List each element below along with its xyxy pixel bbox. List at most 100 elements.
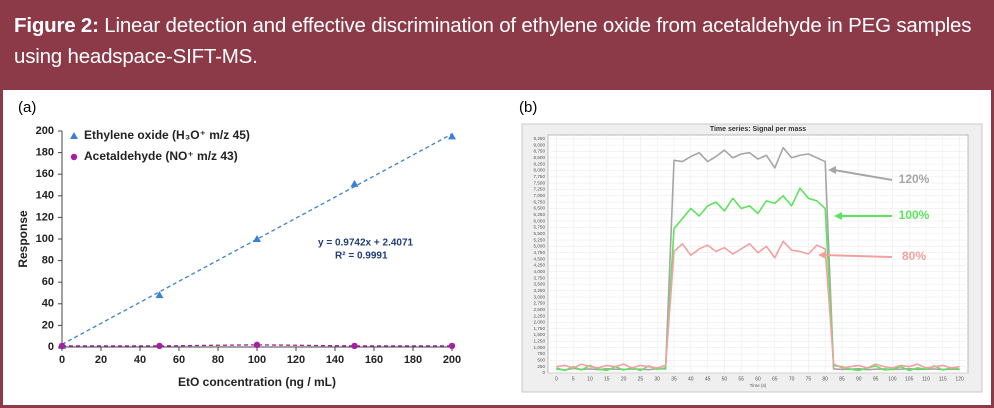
chart-title: Time series: Signal per mass bbox=[710, 126, 806, 133]
y-tick-label: 9,000 bbox=[534, 142, 546, 147]
figure-header: Figure 2: Linear detection and effective… bbox=[0, 0, 994, 90]
y-tick-label: 180 bbox=[36, 147, 54, 159]
x-tick-label: 110 bbox=[922, 376, 930, 382]
y-tick-label: 2,000 bbox=[534, 320, 546, 325]
data-point bbox=[253, 235, 261, 242]
series-label: 80% bbox=[902, 249, 926, 263]
y-tick-label: 140 bbox=[36, 190, 54, 202]
label-arrowhead bbox=[818, 251, 826, 259]
y-tick-label: 3,500 bbox=[534, 282, 546, 287]
data-point bbox=[350, 179, 359, 187]
x-tick-label: 40 bbox=[134, 354, 146, 366]
y-tick-label: 7,750 bbox=[534, 174, 546, 179]
y-tick-label: 7,500 bbox=[534, 180, 546, 185]
data-point bbox=[448, 132, 456, 140]
x-tick-label: 5 bbox=[572, 376, 575, 382]
data-point bbox=[155, 291, 164, 299]
x-tick-label: 60 bbox=[173, 354, 185, 366]
y-tick-label: 1,000 bbox=[534, 345, 546, 350]
y-tick-label: 8,750 bbox=[534, 149, 546, 154]
panel-label: (a) bbox=[18, 99, 36, 116]
x-tick-label: 80 bbox=[822, 376, 828, 382]
x-tick-label: 55 bbox=[738, 376, 744, 382]
y-tick-label: 5,000 bbox=[534, 244, 546, 249]
x-tick-label: 85 bbox=[839, 376, 845, 382]
y-tick-label: 5,750 bbox=[534, 225, 546, 230]
x-tick-label: 120 bbox=[955, 376, 964, 382]
y-tick-label: 3,000 bbox=[534, 294, 546, 299]
y-tick-label: 8,500 bbox=[534, 155, 546, 160]
y-tick-label: 5,250 bbox=[534, 237, 546, 242]
figure-caption: Linear detection and effective discrimin… bbox=[14, 14, 972, 68]
x-tick-label: 60 bbox=[755, 376, 761, 382]
x-tick-label: 65 bbox=[772, 376, 778, 382]
y-tick-label: 2,500 bbox=[534, 307, 546, 312]
series-line bbox=[62, 344, 452, 347]
x-tick-label: 200 bbox=[443, 354, 461, 366]
y-tick-label: 100 bbox=[36, 233, 54, 245]
y-tick-label: 8,250 bbox=[534, 161, 546, 166]
x-tick-label: 75 bbox=[806, 376, 812, 382]
x-tick-label: 35 bbox=[671, 376, 677, 382]
data-point bbox=[351, 342, 358, 350]
trendline bbox=[61, 133, 453, 345]
y-tick-label: 2,250 bbox=[534, 313, 546, 318]
y-tick-label: 80 bbox=[42, 255, 54, 267]
y-tick-label: 5,500 bbox=[534, 231, 546, 236]
y-tick-label: 3,250 bbox=[534, 288, 546, 293]
series-line bbox=[556, 240, 960, 369]
y-tick-label: 4,250 bbox=[534, 263, 546, 268]
y-tick-label: 2,750 bbox=[534, 301, 546, 306]
legend-marker bbox=[70, 132, 78, 139]
y-tick-label: 7,000 bbox=[534, 193, 546, 198]
trend-equation: y = 0.9742x + 2.4071 bbox=[318, 238, 414, 249]
label-arrow bbox=[823, 254, 893, 258]
y-tick-label: 0 bbox=[542, 370, 545, 375]
y-tick-label: 9,250 bbox=[534, 136, 546, 141]
panel-label: (b) bbox=[519, 99, 537, 116]
y-tick-label: 4,500 bbox=[534, 256, 546, 261]
series-line bbox=[556, 187, 960, 372]
x-tick-label: 100 bbox=[248, 354, 266, 366]
data-point bbox=[448, 342, 456, 350]
series-label: 100% bbox=[899, 208, 930, 222]
y-tick-label: 500 bbox=[537, 358, 545, 363]
y-tick-label: 3,750 bbox=[534, 275, 546, 280]
x-tick-label: 140 bbox=[326, 354, 344, 366]
y-tick-label: 6,750 bbox=[534, 199, 546, 204]
x-tick-label: 20 bbox=[621, 376, 627, 382]
x-tick-label: 15 bbox=[604, 376, 610, 382]
y-tick-label: 120 bbox=[36, 211, 54, 223]
x-tick-label: 45 bbox=[705, 376, 711, 382]
y-axis-label: Response bbox=[16, 210, 30, 268]
y-tick-label: 8,000 bbox=[534, 168, 546, 173]
x-tick-label: 40 bbox=[688, 376, 694, 382]
label-arrowhead bbox=[834, 212, 842, 220]
y-tick-label: 40 bbox=[42, 298, 54, 310]
x-tick-label: 90 bbox=[856, 376, 862, 382]
y-tick-label: 200 bbox=[36, 125, 54, 137]
x-tick-label: 0 bbox=[555, 376, 558, 382]
legend-marker bbox=[70, 153, 78, 161]
y-tick-label: 160 bbox=[36, 168, 54, 180]
y-tick-label: 4,750 bbox=[534, 250, 546, 255]
x-tick-label: 70 bbox=[789, 376, 795, 382]
y-tick-label: 7,250 bbox=[534, 187, 546, 192]
series-label: 120% bbox=[899, 172, 930, 186]
y-tick-label: 250 bbox=[537, 364, 545, 369]
x-tick-label: 120 bbox=[287, 354, 305, 366]
x-tick-label: 30 bbox=[654, 376, 660, 382]
x-tick-label: 160 bbox=[365, 354, 383, 366]
x-tick-label: 100 bbox=[888, 376, 897, 382]
data-point bbox=[156, 342, 163, 350]
x-tick-label: 80 bbox=[212, 354, 224, 366]
legend-label: Ethylene oxide (H₃O⁺ m/z 45) bbox=[84, 128, 250, 142]
y-tick-label: 60 bbox=[42, 276, 54, 288]
x-tick-label: 20 bbox=[95, 354, 107, 366]
label-arrowhead bbox=[828, 166, 836, 174]
x-axis-label: EtO concentration (ng / mL) bbox=[178, 375, 336, 389]
x-tick-label: 0 bbox=[59, 354, 65, 366]
x-tick-label: 10 bbox=[587, 376, 593, 382]
